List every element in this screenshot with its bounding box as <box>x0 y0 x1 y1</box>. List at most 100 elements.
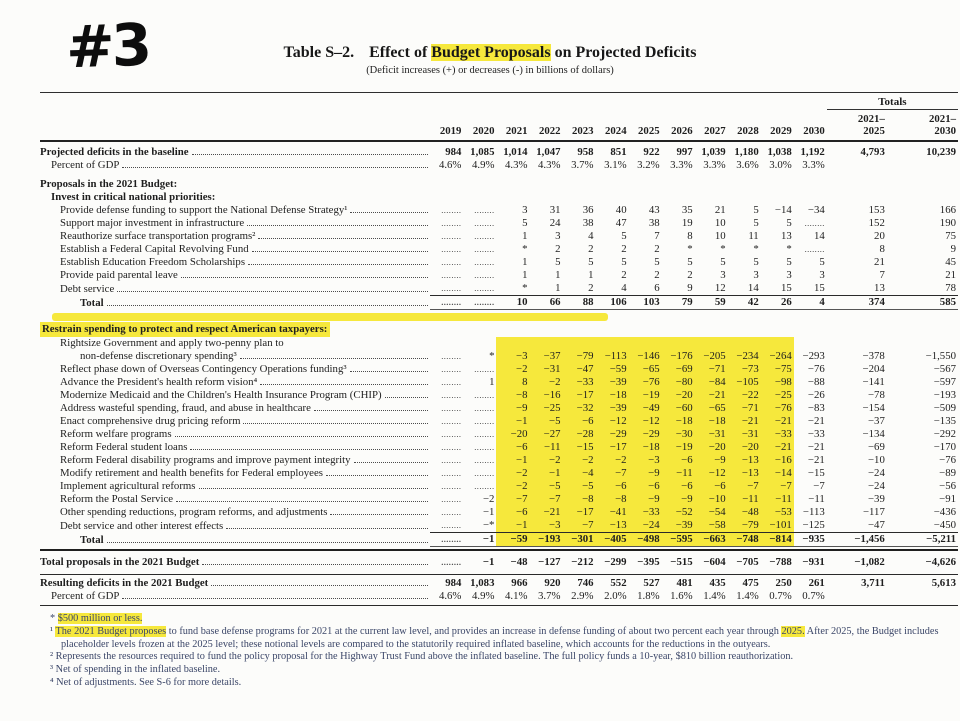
row-label-cell: Reauthorize surface transportation progr… <box>40 230 430 243</box>
value-cell: −293 <box>802 350 825 362</box>
row-label: Establish Education Freedom Scholarships <box>60 256 246 268</box>
value-cell: 5 <box>654 256 660 268</box>
value-cell: * <box>489 350 495 362</box>
value-cell: 6 <box>654 282 660 294</box>
value-cell: −21 <box>807 415 825 427</box>
no-value-dots: ........ <box>441 416 462 426</box>
dot-leader <box>122 598 429 599</box>
table-row: Proposals in the 2021 Budget: <box>40 178 958 191</box>
value-cell: ........ <box>463 428 496 441</box>
value-cell: 8 <box>687 230 693 242</box>
value-cell: ........ <box>463 269 496 282</box>
header-rule-row <box>40 140 958 146</box>
row-label: Implement agricultural reforms <box>60 480 196 492</box>
no-value-dots: ........ <box>441 257 462 267</box>
value-cell: 0.7% <box>769 590 792 602</box>
value-cell: −395 <box>637 556 660 568</box>
value-cell: −595 <box>661 532 695 547</box>
dot-leader <box>198 488 429 489</box>
no-value-dots: ........ <box>441 557 462 567</box>
table-row: Provide defense funding to support the N… <box>40 204 958 217</box>
value-cell: 42 <box>727 295 761 310</box>
no-value-dots: ........ <box>804 218 825 228</box>
dot-leader <box>226 527 429 529</box>
no-value-dots: ........ <box>441 377 462 387</box>
value-cell: 1,047 <box>536 146 561 158</box>
value-cell: −16 <box>760 454 794 467</box>
no-value-dots: ........ <box>441 283 462 293</box>
value-cell: * <box>720 243 726 255</box>
value-cell: ........ <box>430 532 464 547</box>
row-label-cell: Debt service <box>40 282 430 296</box>
dot-leader <box>239 358 429 359</box>
value-cell: −21 <box>727 415 761 428</box>
value-cell: −498 <box>628 532 662 547</box>
value-cell: 5 <box>753 217 759 229</box>
no-value-dots: ........ <box>441 403 462 413</box>
dot-leader <box>353 462 429 463</box>
no-value-dots: ........ <box>474 297 495 307</box>
value-cell: 5 <box>819 256 825 268</box>
table-row: Restrain spending to protect and respect… <box>40 322 958 337</box>
footnote: * $500 million or less. <box>40 613 958 626</box>
value-cell: ........ <box>430 454 463 467</box>
value-cell: −91 <box>939 493 956 505</box>
totals-header: Totals <box>826 93 958 110</box>
value-cell: 984 <box>445 146 462 158</box>
value-cell: 9 <box>687 282 693 294</box>
row-label-cell: Resulting deficits in the 2021 Budget <box>40 577 430 590</box>
value-cell: −9 <box>661 493 695 506</box>
no-value-dots: ........ <box>441 364 462 374</box>
dot-leader <box>243 423 429 424</box>
table-header: Totals 2019 2020 2021 2022 2023 2024 2025 2026 2… <box>40 93 958 146</box>
value-cell: 7 <box>879 269 885 281</box>
value-cell: −16 <box>529 389 563 402</box>
year-header-row: 2019 2020 2021 2022 2023 2024 2025 2026 2027 2028… <box>40 110 958 142</box>
value-cell: −6 <box>562 415 596 428</box>
value-cell: 5 <box>753 256 759 268</box>
value-cell: −13 <box>727 454 761 467</box>
value-cell: 5,613 <box>931 577 956 589</box>
value-cell: −39 <box>595 376 629 389</box>
value-cell: −2 <box>482 493 495 505</box>
value-cell: −567 <box>933 363 956 375</box>
table-row: Other spending reductions, program refor… <box>40 506 958 519</box>
value-cell: 5 <box>720 256 726 268</box>
value-cell: −1 <box>482 556 495 568</box>
value-cell: 4.3% <box>505 159 528 171</box>
row-label-cell: Debt service and other interest effects <box>40 519 430 533</box>
value-cell: −29 <box>595 428 629 441</box>
value-cell: 1,083 <box>470 577 495 589</box>
table-row: Enact comprehensive drug pricing reform.… <box>40 415 958 428</box>
row-label-cell: Invest in critical national priorities: <box>40 191 430 204</box>
value-cell: −146 <box>628 350 662 363</box>
value-cell: −935 <box>793 532 827 547</box>
value-cell <box>430 337 463 350</box>
value-cell: 1.4% <box>736 590 759 602</box>
value-cell: 2 <box>588 243 594 255</box>
no-value-dots: ........ <box>474 364 495 374</box>
value-cell: −212 <box>571 556 594 568</box>
dot-leader <box>251 251 429 252</box>
value-cell: 1 <box>555 269 561 281</box>
table-row: Total........ −1 −59 −193 −301 −405 −498 −595 −6… <box>40 532 958 547</box>
table-row: Reform welfare programs................ −… <box>40 428 958 441</box>
value-cell: 78 <box>945 282 956 294</box>
row-label: Total <box>80 533 104 546</box>
value-cell: −30 <box>661 428 695 441</box>
footnote-text: ² Represents the resources required to f… <box>50 651 794 663</box>
value-cell: −18 <box>694 415 728 428</box>
value-cell: 88 <box>562 295 596 310</box>
value-cell: 1 <box>489 376 495 388</box>
table-row: Reform Federal disability programs and i… <box>40 454 958 467</box>
dot-leader <box>117 290 429 292</box>
title-text-pre: Effect of <box>369 44 432 61</box>
row-label-cell: Modify retirement and health benefits fo… <box>40 467 430 480</box>
row-label-cell: Rightsize Government and apply two-penny… <box>40 337 430 350</box>
table-row: Projected deficits in the baseline 984 1,0… <box>40 146 958 159</box>
row-label: Resulting deficits in the 2021 Budget <box>40 577 209 589</box>
value-cell <box>695 191 728 204</box>
dot-leader <box>248 264 429 265</box>
value-cell: −20 <box>661 389 695 402</box>
value-cell: −7 <box>813 480 825 492</box>
